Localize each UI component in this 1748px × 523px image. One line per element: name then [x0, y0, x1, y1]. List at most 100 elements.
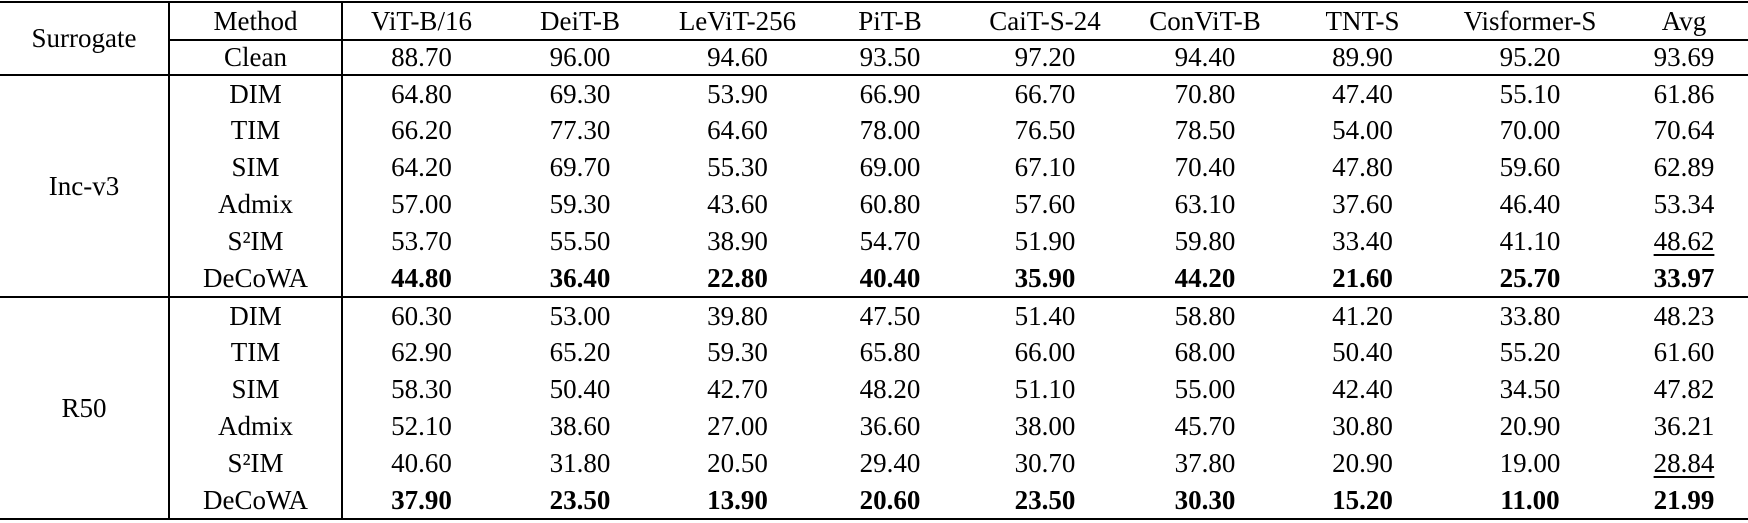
- value-cell: 20.90: [1332, 448, 1393, 479]
- value-cell: 69.70: [549, 152, 611, 183]
- value-cell: 43.60: [707, 189, 768, 220]
- value-cell: 37.80: [1174, 448, 1236, 479]
- value-cell: 67.10: [1014, 152, 1076, 183]
- value-cell: 64.80: [391, 78, 452, 109]
- clean-value-cell: 94.40: [1125, 40, 1285, 76]
- value-cell: 25.70: [1440, 260, 1620, 298]
- table-row: R50 DIM 60.30 53.00 39.80 47.50 51.40 58.80 41.2…: [0, 297, 1748, 520]
- clean-value-cell: 88.70: [342, 40, 500, 76]
- value-cell: 59.30: [707, 337, 768, 368]
- table-row: S²IM 40.60 31.80 20.50 29.40 30.70 37.80 20.90 1…: [0, 445, 1748, 482]
- method-cell: DeCoWA: [169, 482, 343, 520]
- col-header: LeViT-256: [660, 1, 815, 41]
- value-cell: 55.30: [707, 152, 768, 183]
- value-cell: 57.60: [1014, 189, 1076, 220]
- col-header: ConViT-B: [1125, 1, 1285, 41]
- value-cell: 42.40: [1332, 374, 1393, 405]
- value-cell: 57.00: [391, 189, 452, 220]
- value-cell: 55.00: [1174, 374, 1236, 405]
- value-cell: 77.30: [549, 115, 611, 146]
- table-row: Inc-v3 DIM 64.80 69.30 53.90 66.90 66.70 70.80 4…: [0, 75, 1748, 298]
- value-cell: 55.50: [549, 226, 611, 257]
- value-cell: 48.23: [1653, 300, 1715, 331]
- value-cell: 62.90: [391, 337, 452, 368]
- value-cell: 66.20: [391, 115, 452, 146]
- value-cell: 40.60: [391, 448, 452, 479]
- value-cell: 38.90: [707, 226, 768, 257]
- value-cell: 20.60: [815, 482, 965, 520]
- surrogate-cell: Inc-v3: [0, 75, 170, 298]
- value-cell: 28.84: [1653, 448, 1715, 479]
- clean-value-cell: 93.69: [1620, 40, 1748, 76]
- value-cell: 53.70: [391, 226, 452, 257]
- table-row: SIM 58.30 50.40 42.70 48.20 51.10 55.00 42.40 34…: [0, 371, 1748, 408]
- value-cell: 29.40: [859, 448, 921, 479]
- value-cell: 11.00: [1440, 482, 1620, 520]
- clean-value-cell: 94.60: [660, 40, 815, 76]
- col-header: Visformer-S: [1440, 1, 1620, 41]
- value-cell: 55.20: [1499, 337, 1561, 368]
- value-cell: 39.80: [707, 300, 768, 331]
- value-cell: 20.90: [1499, 411, 1561, 442]
- value-cell: 76.50: [1014, 115, 1076, 146]
- value-cell: 23.50: [965, 482, 1125, 520]
- col-header: TNT-S: [1285, 1, 1440, 41]
- value-cell: 48.20: [859, 374, 921, 405]
- value-cell: 60.80: [859, 189, 921, 220]
- value-cell: 58.80: [1174, 300, 1236, 331]
- value-cell: 66.00: [1014, 337, 1076, 368]
- surrogate-col-header: Surrogate: [0, 1, 170, 76]
- value-cell: 33.40: [1332, 226, 1393, 257]
- clean-value-cell: 95.20: [1440, 40, 1620, 76]
- value-cell: 69.00: [859, 152, 921, 183]
- value-cell: 55.10: [1499, 78, 1561, 109]
- value-cell: 50.40: [1332, 337, 1393, 368]
- value-cell: 44.80: [342, 260, 500, 298]
- value-cell: 66.70: [1014, 78, 1076, 109]
- table-row: S²IM 53.70 55.50 38.90 54.70 51.90 59.80 33.40 4…: [0, 223, 1748, 260]
- method-cell: S²IM: [169, 445, 343, 482]
- value-cell: 20.50: [707, 448, 768, 479]
- method-cell: TIM: [169, 112, 343, 149]
- value-cell: 53.00: [549, 300, 611, 331]
- value-cell: 35.90: [965, 260, 1125, 298]
- value-cell: 33.80: [1499, 300, 1561, 331]
- value-cell: 41.20: [1332, 300, 1393, 331]
- value-cell: 30.30: [1125, 482, 1285, 520]
- clean-value-cell: 97.20: [965, 40, 1125, 76]
- value-cell: 19.00: [1499, 448, 1561, 479]
- value-cell: 45.70: [1174, 411, 1236, 442]
- value-cell: 47.40: [1332, 78, 1393, 109]
- method-cell: SIM: [169, 371, 343, 408]
- value-cell: 38.00: [1014, 411, 1076, 442]
- value-cell: 47.50: [859, 300, 921, 331]
- value-cell: 37.60: [1332, 189, 1393, 220]
- surrogate-cell: R50: [0, 297, 170, 520]
- col-header: DeiT-B: [500, 1, 660, 41]
- value-cell: 68.00: [1174, 337, 1236, 368]
- method-cell: S²IM: [169, 223, 343, 260]
- table-row: SIM 64.20 69.70 55.30 69.00 67.10 70.40 47.80 59…: [0, 149, 1748, 186]
- value-cell: 30.70: [1014, 448, 1076, 479]
- table-row: Admix 57.00 59.30 43.60 60.80 57.60 63.10 37.60…: [0, 186, 1748, 223]
- value-cell: 34.50: [1499, 374, 1561, 405]
- value-cell: 21.99: [1620, 482, 1748, 520]
- value-cell: 13.90: [660, 482, 815, 520]
- value-cell: 60.30: [391, 300, 452, 331]
- method-cell: DIM: [169, 75, 343, 112]
- value-cell: 36.21: [1653, 411, 1715, 442]
- value-cell: 58.30: [391, 374, 452, 405]
- value-cell: 36.40: [500, 260, 660, 298]
- value-cell: 64.60: [707, 115, 768, 146]
- value-cell: 36.60: [859, 411, 921, 442]
- value-cell: 41.10: [1499, 226, 1561, 257]
- value-cell: 64.20: [391, 152, 452, 183]
- col-header: CaiT-S-24: [965, 1, 1125, 41]
- value-cell: 37.90: [342, 482, 500, 520]
- table-header-row: Surrogate Method ViT-B/16 DeiT-B LeViT-256 Pi…: [0, 1, 1748, 76]
- table-row: DeCoWA 37.90 23.50 13.90 20.60 23.50 30.30 15.2…: [0, 482, 1748, 520]
- value-cell: 61.86: [1653, 78, 1715, 109]
- value-cell: 70.80: [1174, 78, 1236, 109]
